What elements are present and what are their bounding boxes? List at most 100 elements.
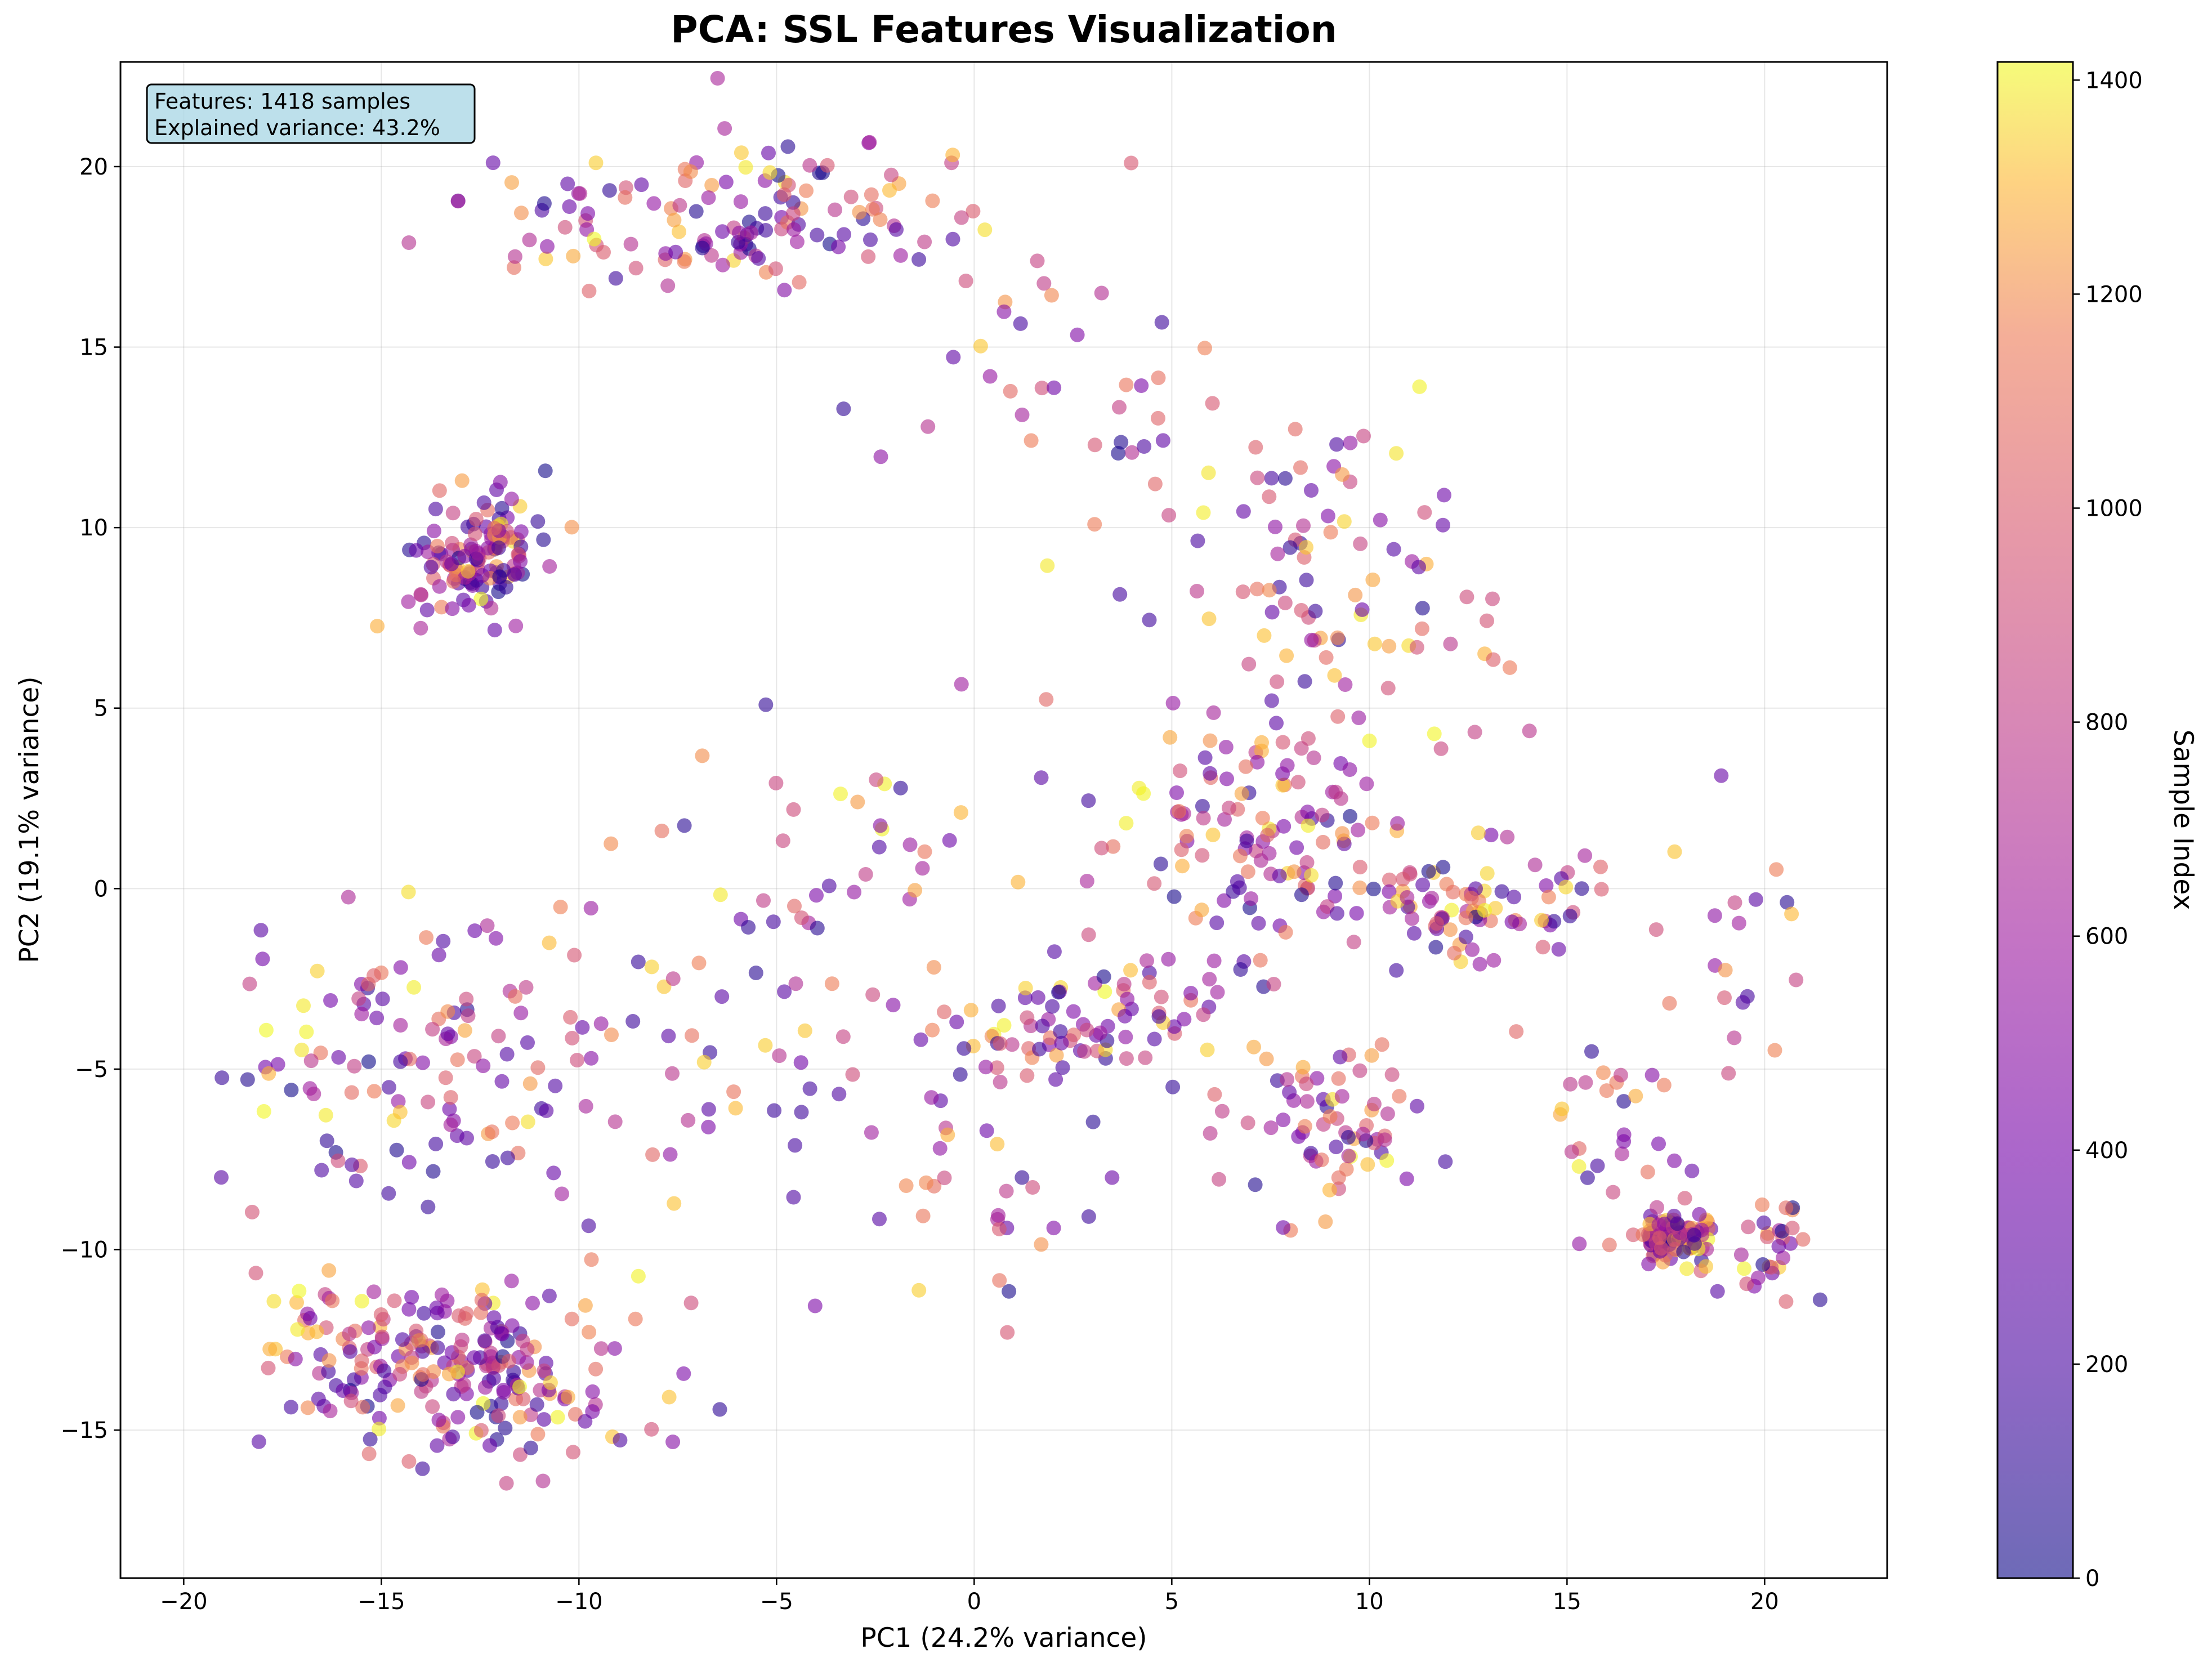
data-point — [788, 1138, 803, 1153]
data-point — [266, 1294, 281, 1309]
data-point — [1395, 872, 1410, 887]
data-point — [758, 697, 774, 712]
data-point — [677, 254, 692, 269]
data-point — [393, 1018, 408, 1033]
data-point — [553, 900, 568, 914]
data-point — [1494, 884, 1509, 899]
data-point — [401, 1302, 417, 1317]
data-point — [1328, 784, 1343, 799]
y-tick-label: 20 — [79, 154, 108, 180]
data-point — [426, 1164, 441, 1179]
colorbar-label: Sample Index — [2168, 730, 2198, 910]
data-point — [1436, 860, 1451, 875]
data-point — [1342, 762, 1357, 777]
data-point — [996, 1018, 1012, 1033]
data-point — [381, 1080, 396, 1095]
data-point — [1329, 1140, 1344, 1155]
data-point — [873, 212, 888, 227]
data-point — [1486, 652, 1501, 667]
data-point — [430, 1306, 445, 1321]
data-point — [899, 1178, 914, 1193]
data-point — [996, 304, 1012, 319]
data-point — [361, 1320, 376, 1335]
data-point — [864, 187, 879, 202]
data-point — [623, 236, 638, 252]
data-point — [685, 1028, 699, 1043]
data-point — [415, 1344, 430, 1359]
data-point — [1250, 582, 1264, 597]
x-axis-ticks: −20 −15 −10 −5 0 5 10 15 20 — [160, 1578, 1779, 1615]
data-point — [1264, 693, 1279, 708]
data-point — [504, 1318, 520, 1333]
data-point — [631, 954, 646, 969]
data-point — [1366, 882, 1381, 896]
data-point — [508, 618, 524, 633]
data-point — [1364, 1048, 1379, 1063]
data-point — [1175, 859, 1190, 874]
data-point — [1025, 1180, 1040, 1195]
data-point — [452, 1308, 466, 1323]
data-point — [1767, 1043, 1782, 1058]
data-point — [488, 931, 503, 946]
data-point — [505, 1115, 520, 1131]
data-point — [646, 196, 662, 211]
data-point — [1165, 695, 1181, 711]
data-point — [1048, 1072, 1063, 1087]
data-point — [1335, 826, 1350, 841]
data-point — [582, 283, 597, 298]
data-point — [1465, 942, 1480, 957]
data-point — [381, 1186, 396, 1201]
data-point — [1262, 489, 1277, 504]
data-point — [1755, 1257, 1771, 1272]
data-point — [428, 1136, 444, 1151]
data-point — [417, 1306, 431, 1321]
data-point — [1580, 1170, 1595, 1185]
colorbar-tick-label: 1400 — [2085, 68, 2143, 93]
data-point — [1333, 1049, 1348, 1065]
data-point — [512, 1410, 528, 1425]
data-point — [401, 1454, 417, 1469]
data-point — [1334, 1089, 1349, 1104]
colorbar-tick-label: 400 — [2085, 1138, 2128, 1164]
data-point — [476, 1058, 491, 1074]
data-point — [1304, 483, 1319, 498]
data-point — [1409, 640, 1424, 655]
data-point — [1260, 828, 1275, 843]
data-point — [1196, 1007, 1211, 1022]
data-point — [1480, 866, 1495, 881]
data-point — [1593, 859, 1608, 874]
data-point — [1335, 467, 1350, 482]
data-point — [1201, 611, 1217, 627]
data-point — [911, 252, 927, 267]
data-point — [1776, 1250, 1791, 1266]
data-point — [539, 1103, 554, 1118]
data-point — [444, 556, 459, 571]
data-point — [1124, 445, 1139, 460]
data-point — [963, 1003, 978, 1018]
data-point — [575, 1020, 590, 1035]
data-point — [1436, 517, 1450, 533]
data-point — [1415, 601, 1430, 616]
data-point — [1280, 758, 1295, 773]
data-point — [255, 951, 270, 967]
x-axis-label: PC1 (24.2% variance) — [860, 1623, 1147, 1654]
data-point — [634, 177, 649, 193]
data-point — [1034, 1237, 1049, 1252]
data-point — [993, 1074, 1008, 1089]
data-point — [457, 1023, 472, 1038]
data-point — [1034, 381, 1049, 396]
data-point — [715, 257, 730, 272]
data-point — [530, 1427, 546, 1442]
data-point — [893, 780, 908, 796]
data-point — [1136, 786, 1151, 801]
data-point — [1034, 770, 1049, 785]
data-point — [945, 148, 960, 163]
data-point — [1000, 1325, 1015, 1340]
data-point — [1483, 828, 1499, 843]
data-point — [1564, 1144, 1579, 1159]
data-point — [665, 1066, 680, 1081]
data-point — [777, 283, 792, 298]
y-tick-label: −5 — [75, 1057, 108, 1083]
data-point — [367, 1339, 382, 1355]
data-point — [954, 210, 969, 225]
